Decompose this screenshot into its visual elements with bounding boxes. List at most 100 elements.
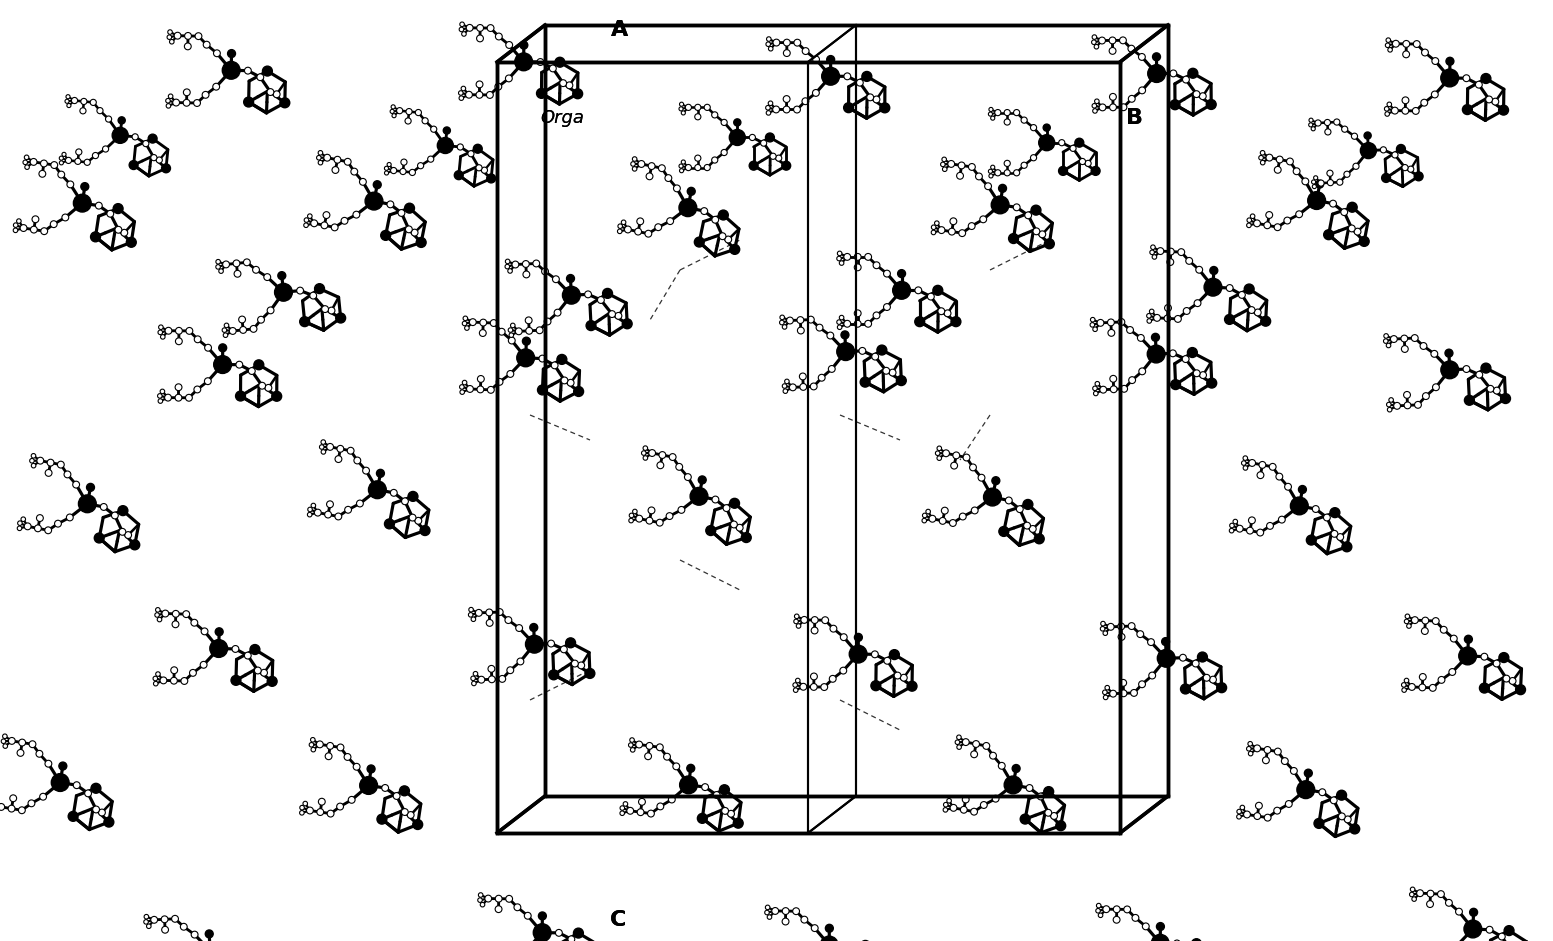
Circle shape xyxy=(711,496,719,502)
Circle shape xyxy=(267,88,273,95)
Circle shape xyxy=(430,126,436,133)
Circle shape xyxy=(638,798,646,805)
Circle shape xyxy=(67,181,73,188)
Circle shape xyxy=(17,219,22,223)
Circle shape xyxy=(1157,922,1165,931)
Circle shape xyxy=(1101,621,1106,626)
Circle shape xyxy=(98,809,106,816)
Circle shape xyxy=(1146,313,1151,318)
Circle shape xyxy=(536,88,547,98)
Circle shape xyxy=(1387,403,1391,407)
Circle shape xyxy=(561,646,567,653)
Text: Orga: Orga xyxy=(540,109,584,127)
Circle shape xyxy=(1432,57,1438,65)
Circle shape xyxy=(801,917,808,923)
Circle shape xyxy=(1005,109,1011,116)
Circle shape xyxy=(631,738,634,742)
Circle shape xyxy=(1103,690,1107,694)
Circle shape xyxy=(1174,315,1182,323)
Circle shape xyxy=(514,904,520,911)
Circle shape xyxy=(73,194,92,212)
Circle shape xyxy=(1100,386,1107,393)
Circle shape xyxy=(1264,746,1270,754)
Circle shape xyxy=(811,383,817,390)
Circle shape xyxy=(975,173,983,180)
Circle shape xyxy=(1107,319,1115,326)
Circle shape xyxy=(460,385,464,390)
Circle shape xyxy=(741,533,752,543)
Circle shape xyxy=(766,42,770,46)
Circle shape xyxy=(354,457,360,464)
Circle shape xyxy=(1249,751,1253,756)
Circle shape xyxy=(1402,107,1409,114)
Circle shape xyxy=(907,681,916,691)
Circle shape xyxy=(321,450,326,455)
Circle shape xyxy=(1291,768,1297,774)
Circle shape xyxy=(1165,315,1171,322)
Circle shape xyxy=(794,683,797,687)
Circle shape xyxy=(81,183,89,191)
Circle shape xyxy=(1093,386,1098,391)
Circle shape xyxy=(632,157,637,161)
Circle shape xyxy=(873,96,881,103)
Circle shape xyxy=(328,307,335,314)
Circle shape xyxy=(862,72,871,81)
Circle shape xyxy=(304,217,309,222)
Circle shape xyxy=(1482,363,1491,373)
Circle shape xyxy=(213,50,221,56)
Circle shape xyxy=(1210,677,1216,683)
Circle shape xyxy=(104,817,113,827)
Circle shape xyxy=(1297,781,1315,799)
Circle shape xyxy=(1241,461,1246,466)
Circle shape xyxy=(663,754,671,760)
Circle shape xyxy=(1152,255,1157,259)
Circle shape xyxy=(1188,347,1197,358)
Circle shape xyxy=(396,107,402,114)
Circle shape xyxy=(205,344,211,351)
Circle shape xyxy=(551,362,558,369)
Circle shape xyxy=(1118,633,1124,640)
Circle shape xyxy=(1404,402,1412,408)
Circle shape xyxy=(632,509,637,514)
Circle shape xyxy=(463,316,467,321)
Circle shape xyxy=(730,130,745,146)
Circle shape xyxy=(348,796,356,804)
Circle shape xyxy=(694,237,704,247)
Circle shape xyxy=(1328,180,1334,185)
Circle shape xyxy=(766,133,775,142)
Circle shape xyxy=(637,808,644,816)
Circle shape xyxy=(1247,746,1252,751)
Circle shape xyxy=(522,261,530,267)
Circle shape xyxy=(62,152,67,156)
Circle shape xyxy=(1264,222,1270,229)
Circle shape xyxy=(624,226,632,232)
Circle shape xyxy=(486,619,492,627)
Circle shape xyxy=(342,217,348,224)
Circle shape xyxy=(843,320,851,327)
Circle shape xyxy=(801,98,809,104)
Circle shape xyxy=(1096,908,1101,913)
Circle shape xyxy=(3,734,8,739)
Circle shape xyxy=(950,317,961,327)
Circle shape xyxy=(784,379,789,384)
Circle shape xyxy=(183,100,189,106)
Circle shape xyxy=(475,165,481,171)
Text: A: A xyxy=(612,20,629,40)
Circle shape xyxy=(517,658,523,665)
Circle shape xyxy=(960,806,968,813)
Circle shape xyxy=(950,218,957,225)
Circle shape xyxy=(567,379,575,386)
Circle shape xyxy=(143,140,149,147)
Circle shape xyxy=(635,228,641,235)
Circle shape xyxy=(130,540,140,550)
Circle shape xyxy=(713,791,721,798)
Circle shape xyxy=(666,217,674,225)
Circle shape xyxy=(980,215,986,223)
Circle shape xyxy=(635,742,643,748)
Circle shape xyxy=(45,470,51,476)
Circle shape xyxy=(1423,392,1429,400)
Circle shape xyxy=(120,529,126,535)
Circle shape xyxy=(865,320,871,327)
Circle shape xyxy=(995,109,1000,116)
Circle shape xyxy=(721,120,727,125)
